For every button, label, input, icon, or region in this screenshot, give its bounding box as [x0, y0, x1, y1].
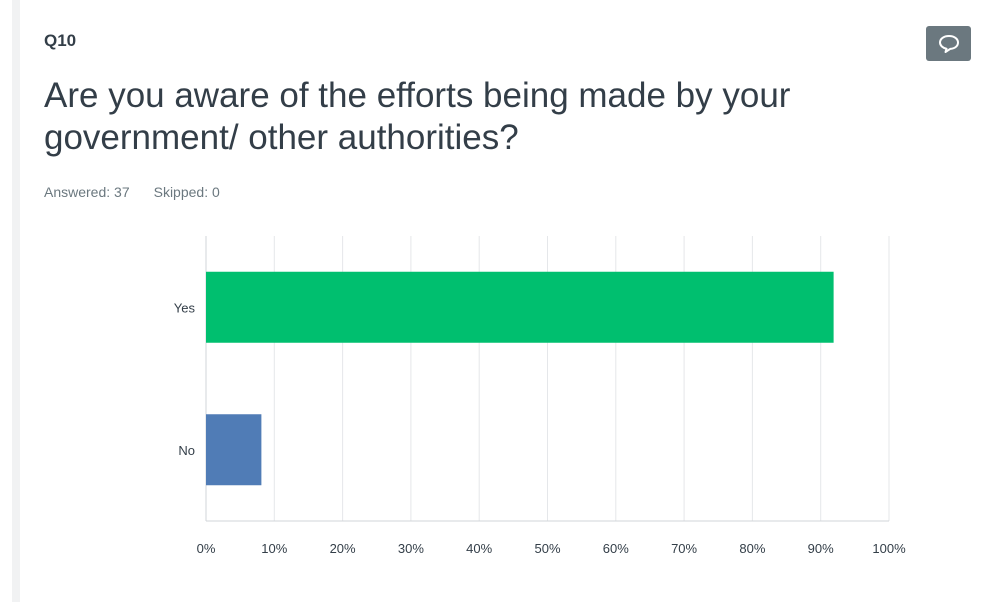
bar-no [206, 414, 262, 486]
bar-yes [206, 271, 834, 343]
x-tick-label: 50% [534, 541, 560, 556]
x-tick-label: 10% [261, 541, 287, 556]
response-stats: Answered: 37 Skipped: 0 [44, 184, 220, 200]
x-tick-label: 0% [197, 541, 216, 556]
x-tick-label: 90% [808, 541, 834, 556]
x-tick-label: 40% [466, 541, 492, 556]
speech-bubble-icon [938, 34, 959, 53]
question-title: Are you aware of the efforts being made … [44, 76, 791, 157]
x-tick-label: 80% [739, 541, 765, 556]
answered-count: Answered: 37 [44, 184, 130, 200]
comment-button[interactable] [926, 26, 971, 61]
skipped-count: Skipped: 0 [153, 184, 220, 200]
x-tick-label: 20% [330, 541, 356, 556]
x-tick-label: 100% [872, 541, 906, 556]
category-label: Yes [174, 300, 196, 315]
x-tick-label: 30% [398, 541, 424, 556]
left-border [12, 0, 20, 602]
question-number: Q10 [44, 31, 77, 50]
x-tick-label: 60% [603, 541, 629, 556]
category-label: No [178, 443, 195, 458]
x-tick-label: 70% [671, 541, 697, 556]
